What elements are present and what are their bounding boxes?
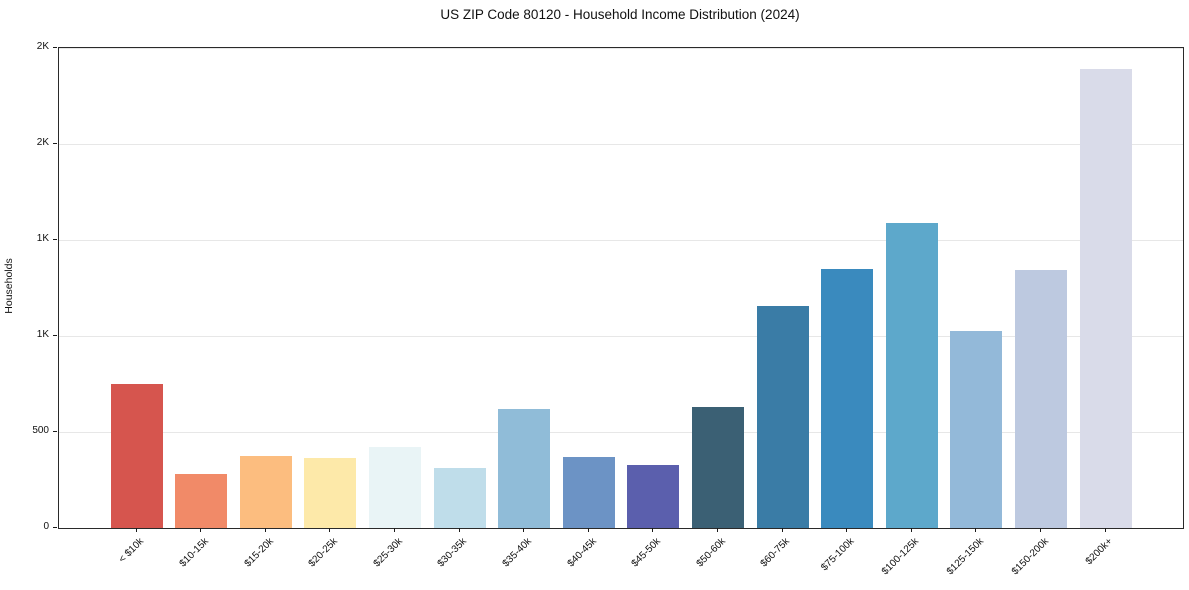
x-tick-mark (200, 528, 202, 532)
x-tick-mark (1104, 528, 1106, 532)
x-tick-label: $25-30k (371, 536, 405, 570)
x-tick-mark (846, 528, 848, 532)
x-tick-mark (458, 528, 460, 532)
x-tick-label: $40-45k (565, 536, 599, 570)
y-tick-mark (53, 143, 57, 144)
x-tick-mark (264, 528, 266, 532)
x-tick-mark (652, 528, 654, 532)
gridline (59, 335, 1183, 337)
bar-125-150k (950, 331, 1003, 528)
bar-150-200k (1014, 269, 1067, 528)
gridline (59, 239, 1183, 241)
x-tick-mark (329, 528, 331, 532)
bar-15-20k (239, 456, 292, 528)
y-tick-label: 2K (36, 41, 49, 52)
gridline (59, 143, 1183, 145)
x-tick-label: $75-100k (819, 536, 857, 574)
y-axis-label: Households (3, 258, 15, 314)
x-tick-label: $30-35k (435, 536, 470, 570)
plot-area (58, 47, 1184, 529)
x-tick-mark (393, 528, 395, 532)
x-tick-mark (975, 528, 977, 532)
bar-200k (1079, 69, 1132, 528)
x-tick-label: $20-25k (306, 536, 341, 570)
x-tick-label: $10-15k (177, 536, 211, 570)
x-tick-mark (910, 528, 912, 532)
bar-60-75k (756, 306, 809, 528)
bar-75-100k (821, 268, 874, 528)
chart-title: US ZIP Code 80120 - Household Income Dis… (440, 7, 800, 22)
y-tick-mark (53, 527, 57, 528)
x-tick-label: < $10k (117, 536, 147, 566)
x-tick-mark (781, 528, 783, 532)
bar-100-125k (885, 222, 938, 528)
x-tick-label: $45-50k (629, 536, 664, 570)
bar-20-25k (304, 457, 357, 528)
bar-45-50k (627, 464, 680, 528)
x-tick-mark (716, 528, 718, 532)
bar-10-15k (175, 474, 228, 528)
y-tick-mark (53, 239, 57, 240)
x-tick-label: $60-75k (758, 536, 793, 570)
x-tick-mark (523, 528, 525, 532)
x-tick-label: $125-150k (944, 536, 987, 578)
y-tick-mark (53, 47, 57, 48)
y-tick-label: 2K (36, 137, 49, 148)
x-tick-label: $200k+ (1084, 536, 1116, 568)
y-tick-label: 0 (43, 521, 49, 532)
x-tick-mark (135, 528, 137, 532)
x-tick-mark (1039, 528, 1041, 532)
bar-25-30k (368, 447, 421, 528)
gridline (59, 47, 1183, 49)
x-tick-label: $35-40k (500, 536, 534, 570)
y-tick-mark (53, 431, 57, 432)
bar-35-40k (498, 409, 551, 528)
x-tick-label: $15-20k (242, 536, 276, 570)
y-tick-label: 1K (36, 329, 49, 340)
bar-10k (110, 384, 163, 528)
bar-50-60k (691, 407, 744, 528)
x-tick-label: $50-60k (694, 536, 728, 570)
x-tick-label: $100-125k (880, 536, 922, 578)
bar-30-35k (433, 467, 486, 528)
y-tick-label: 500 (32, 425, 49, 436)
x-tick-mark (587, 528, 589, 532)
x-tick-label: $150-200k (1009, 536, 1051, 578)
y-tick-mark (53, 335, 57, 336)
y-tick-label: 1K (36, 233, 49, 244)
gridline (59, 431, 1183, 433)
bar-40-45k (562, 457, 615, 528)
